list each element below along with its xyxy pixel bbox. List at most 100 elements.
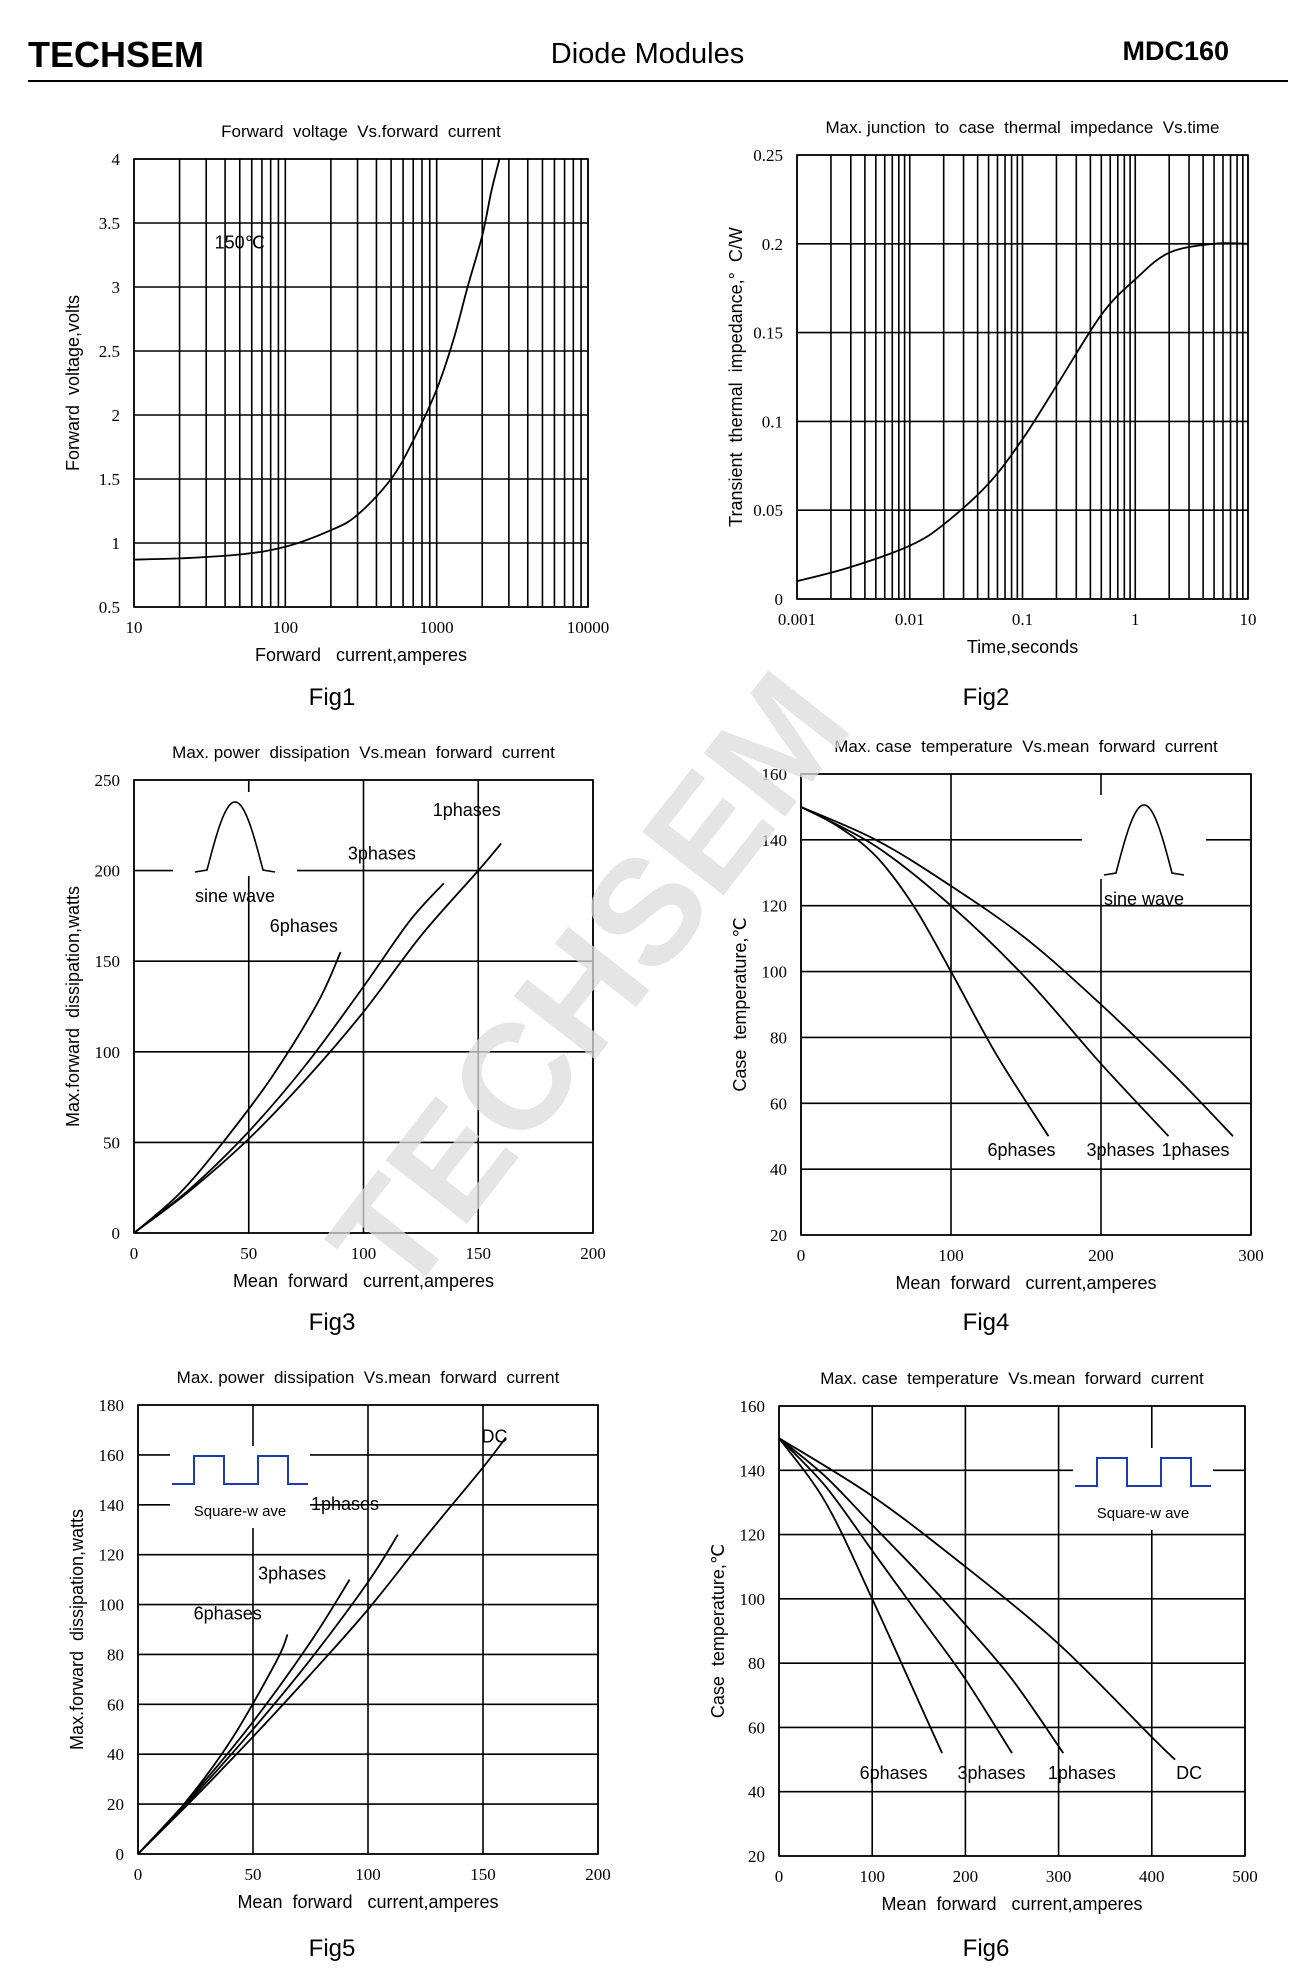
fig3-title: Max. power dissipation Vs.mean forward c… <box>172 743 555 762</box>
fig6-inset-label: Square-w ave <box>1097 1505 1190 1522</box>
fig4-annotation: 6phases <box>987 1140 1055 1160</box>
fig5-y-tick-label: 120 <box>99 1546 125 1565</box>
fig5-annotation: 6phases <box>194 1604 262 1624</box>
fig2-y-tick-label: 0 <box>775 590 784 609</box>
fig6-y-tick-label: 100 <box>740 1590 766 1609</box>
fig6-y-tick-label: 20 <box>748 1847 765 1866</box>
fig5-x-tick-label: 0 <box>134 1865 143 1884</box>
fig1-fig-label: Fig1 <box>309 684 356 711</box>
fig4-y-tick-label: 140 <box>762 831 788 850</box>
fig3-plot-frame <box>133 779 594 1234</box>
fig2-fig-label: Fig2 <box>963 684 1010 711</box>
fig6-chart: 0 100 200 300 400 500 20 40 60 80 100 120 140 160 Max.… <box>708 1369 1258 1962</box>
fig4-x-tick-label: 200 <box>1088 1246 1114 1265</box>
fig2-y-axis-label: Transient thermal impedance,° C/W <box>726 227 746 527</box>
fig4-inset-label: sine wave <box>1104 889 1184 909</box>
fig6-series-dc <box>778 1437 1176 1761</box>
fig2-series-zth <box>796 242 1249 583</box>
fig5-series-1phases <box>137 1534 399 1855</box>
fig3-series-1phases <box>133 842 502 1234</box>
fig5-y-tick-label: 160 <box>99 1446 125 1465</box>
fig2-chart: 0.001 0.01 0.1 1 10 0 0.05 0.1 0.15 0.2 0.25 Max. j… <box>726 118 1257 711</box>
fig6-y-tick-label: 40 <box>748 1783 765 1802</box>
fig4-y-tick-label: 60 <box>770 1094 787 1113</box>
fig1-x-tick-label: 100 <box>273 618 299 637</box>
fig6-y-tick-label: 140 <box>740 1461 766 1480</box>
fig1-y-tick-label: 2 <box>112 406 121 425</box>
fig6-waveform-inset: Square-w ave <box>1073 1448 1213 1530</box>
fig1-chart: 10 100 1000 10000 0.5 1 1.5 2 2.5 3 3.5 4 Forward vo… <box>63 122 609 711</box>
fig4-x-tick-label: 0 <box>797 1246 806 1265</box>
fig4-title: Max. case temperature Vs.mean forward cu… <box>834 737 1218 756</box>
fig1-y-tick-label: 1 <box>112 534 121 553</box>
fig4-y-tick-label: 40 <box>770 1160 787 1179</box>
fig4-series-1phases <box>800 806 1234 1137</box>
fig6-y-tick-label: 80 <box>748 1654 765 1673</box>
fig6-annotation: DC <box>1176 1763 1202 1783</box>
fig6-x-tick-label: 300 <box>1046 1867 1072 1886</box>
fig5-waveform-inset: Square-w ave <box>170 1446 310 1528</box>
fig4-chart: 0 100 200 300 20 40 60 80 100 120 140 160 Max. case … <box>730 737 1264 1336</box>
fig2-y-tick-label: 0.2 <box>762 235 783 254</box>
fig3-y-tick-label: 50 <box>103 1133 120 1152</box>
fig4-sine-wave-icon <box>1103 804 1185 876</box>
fig1-y-tick-label: 1.5 <box>99 470 120 489</box>
fig5-y-tick-label: 100 <box>99 1596 125 1615</box>
fig2-grid <box>796 154 1249 600</box>
fig2-y-tick-label: 0.1 <box>762 412 783 431</box>
fig2-y-tick-label: 0.25 <box>753 146 783 165</box>
fig6-annotation: 6phases <box>860 1763 928 1783</box>
fig6-x-tick-label: 100 <box>859 1867 885 1886</box>
fig4-waveform-inset: sine wave <box>1082 795 1206 909</box>
fig2-x-axis-label: Time,seconds <box>967 637 1078 657</box>
fig5-y-tick-label: 80 <box>107 1645 124 1664</box>
fig5-plot-frame <box>137 1404 599 1855</box>
fig6-annotation: 1phases <box>1048 1763 1116 1783</box>
fig3-y-tick-label: 0 <box>112 1224 121 1243</box>
fig6-x-tick-label: 500 <box>1232 1867 1258 1886</box>
fig4-x-axis-label: Mean forward current,amperes <box>895 1273 1156 1293</box>
fig5-title: Max. power dissipation Vs.mean forward c… <box>177 1368 560 1387</box>
fig2-title: Max. junction to case thermal impedance … <box>825 118 1219 137</box>
fig5-y-tick-label: 60 <box>107 1695 124 1714</box>
fig1-y-tick-label: 0.5 <box>99 598 120 617</box>
fig4-plot-frame <box>800 773 1252 1236</box>
fig5-x-tick-label: 150 <box>470 1865 496 1884</box>
fig4-inset-bg <box>1082 795 1206 879</box>
fig1-x-tick-label: 10 <box>126 618 143 637</box>
fig3-y-tick-label: 200 <box>95 862 121 881</box>
fig2-x-tick-label: 0.001 <box>778 610 816 629</box>
fig5-y-tick-label: 40 <box>107 1745 124 1764</box>
fig4-y-tick-label: 100 <box>762 963 788 982</box>
fig1-series-150- <box>133 158 501 561</box>
fig4-fig-label: Fig4 <box>963 1309 1010 1336</box>
fig3-inset-label: sine wave <box>195 886 275 906</box>
fig1-annotation: 150℃ <box>215 233 265 253</box>
fig6-series-6phases <box>778 1437 943 1754</box>
fig3-annotation: 6phases <box>270 916 338 936</box>
fig4-annotation: 1phases <box>1161 1140 1229 1160</box>
fig6-fig-label: Fig6 <box>963 1935 1010 1962</box>
fig3-x-tick-label: 200 <box>580 1244 606 1263</box>
fig1-plot-frame <box>133 158 589 608</box>
fig6-y-tick-label: 160 <box>740 1397 766 1416</box>
fig6-square-wave-icon <box>1075 1457 1211 1487</box>
fig4-x-tick-label: 100 <box>938 1246 964 1265</box>
fig4-series-3phases <box>800 806 1170 1137</box>
fig1-y-tick-label: 2.5 <box>99 342 120 361</box>
fig3-y-tick-label: 250 <box>95 771 121 790</box>
fig4-y-tick-label: 160 <box>762 765 788 784</box>
fig1-y-tick-label: 4 <box>112 150 121 169</box>
fig2-x-tick-label: 10 <box>1240 610 1257 629</box>
fig3-series-6phases <box>133 951 342 1234</box>
fig6-series-3phases <box>778 1437 1013 1754</box>
fig3-inset-bg <box>173 792 297 876</box>
fig2-x-tick-label: 0.1 <box>1012 610 1033 629</box>
fig4-y-axis-label: Case temperature,℃ <box>730 917 750 1091</box>
fig5-series-6phases <box>137 1634 289 1855</box>
fig4-y-tick-label: 20 <box>770 1226 787 1245</box>
brand-logo: TECHSEM <box>28 34 205 75</box>
fig3-x-axis-label: Mean forward current,amperes <box>233 1271 494 1291</box>
fig1-title: Forward voltage Vs.forward current <box>221 122 501 141</box>
